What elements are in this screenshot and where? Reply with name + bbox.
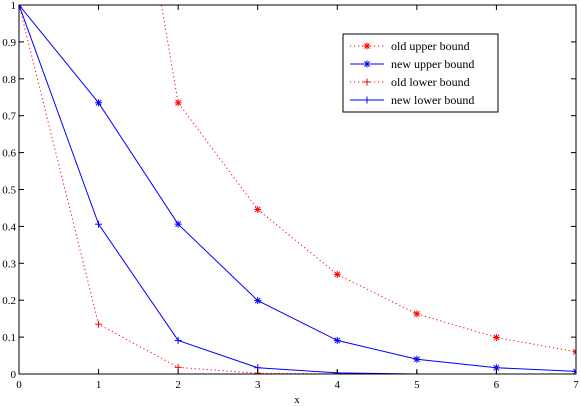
x-tick-label-3: 2 xyxy=(175,379,181,391)
y-tick-label-7: 0.6 xyxy=(2,148,16,160)
data-point-2-6 xyxy=(413,355,421,363)
x-tick-label-6: 5 xyxy=(414,379,420,391)
legend-item-3: old lower bound xyxy=(350,75,470,89)
legend-item-1: old upper bound xyxy=(350,39,470,53)
legend-item-2: new upper bound xyxy=(350,57,474,71)
data-point-2-2 xyxy=(95,99,103,107)
legend-label-3: old lower bound xyxy=(391,75,470,89)
data-point-2-3 xyxy=(174,220,182,228)
y-tick-label-3: 0.2 xyxy=(2,295,16,307)
legend-label-1: old upper bound xyxy=(391,39,470,53)
data-point-2-5 xyxy=(333,336,341,344)
legend-marker-3 xyxy=(363,78,371,86)
data-point-2-8 xyxy=(572,367,576,374)
x-tick-label-7: 6 xyxy=(494,379,500,391)
x-tick-label-5: 4 xyxy=(335,379,341,391)
legend-item-4: new lower bound xyxy=(350,93,474,107)
legend-marker-2 xyxy=(363,60,371,68)
data-point-4-3 xyxy=(174,336,182,344)
legend-marker-4 xyxy=(363,96,371,104)
x-tick-label-8: 7 xyxy=(573,379,579,391)
data-point-2-1 xyxy=(19,5,23,9)
legend-label-2: new upper bound xyxy=(391,57,474,71)
series-1 xyxy=(19,5,576,356)
series-line-3 xyxy=(19,5,576,374)
y-tick-label-6: 0.5 xyxy=(2,185,16,197)
data-point-3-2 xyxy=(95,320,103,328)
x-tick-label-2: 1 xyxy=(96,379,102,391)
y-tick-label-1: 0 xyxy=(11,369,17,381)
legend-label-4: new lower bound xyxy=(391,93,474,107)
legend-marker-1 xyxy=(363,42,371,50)
series-line-4 xyxy=(19,5,576,374)
data-point-4-2 xyxy=(95,220,103,228)
series-2 xyxy=(19,5,576,374)
series-line-1 xyxy=(19,5,576,353)
series-line-2 xyxy=(19,5,576,372)
x-tick-label-1: 0 xyxy=(16,379,22,391)
x-tick-label-4: 3 xyxy=(255,379,261,391)
data-point-1-6 xyxy=(413,310,421,318)
data-point-2-4 xyxy=(254,297,262,305)
y-tick-label-9: 0.8 xyxy=(2,74,16,86)
data-point-1-4 xyxy=(254,205,262,213)
data-point-1-7 xyxy=(492,333,500,341)
data-point-1-8 xyxy=(572,348,576,356)
y-tick-label-10: 0.9 xyxy=(2,37,16,49)
y-tick-label-2: 0.1 xyxy=(2,332,16,344)
legend: old upper bound new upper bound old lower … xyxy=(342,33,499,113)
data-point-1-3 xyxy=(174,99,182,107)
y-tick-label-5: 0.4 xyxy=(2,221,16,233)
y-tick-label-11: 1 xyxy=(11,0,17,12)
data-point-2-7 xyxy=(492,364,500,372)
legend-box xyxy=(342,33,499,113)
y-tick-label-4: 0.3 xyxy=(2,258,16,270)
y-tick-label-8: 0.7 xyxy=(2,111,16,123)
x-axis-label: x xyxy=(294,394,300,406)
data-point-1-5 xyxy=(333,270,341,278)
